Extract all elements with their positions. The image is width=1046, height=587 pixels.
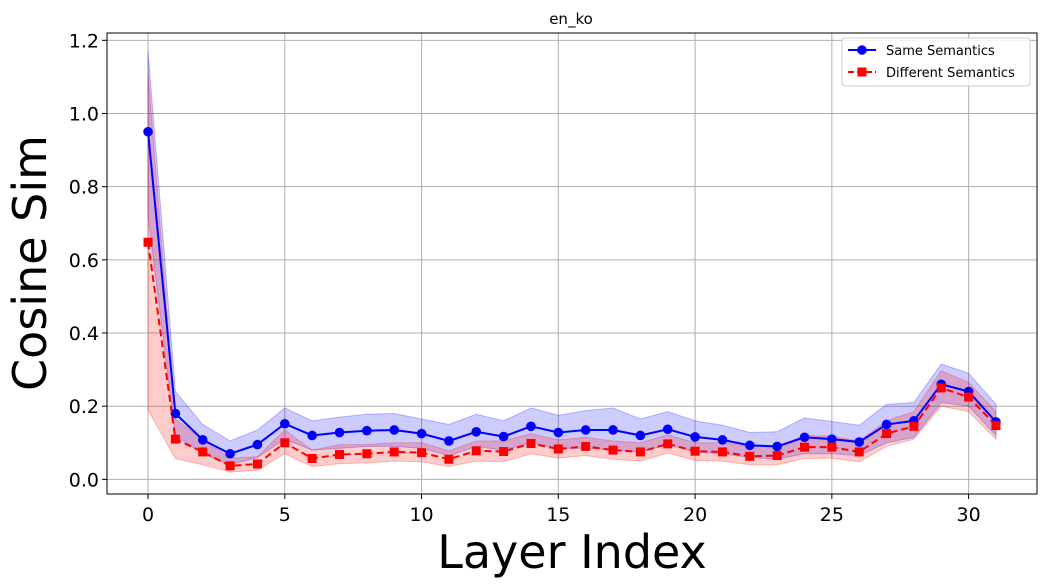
point-same-semantics bbox=[881, 419, 892, 430]
point-different-semantics bbox=[417, 448, 427, 458]
error-bands bbox=[147, 51, 997, 473]
y-tick-label: 0.2 bbox=[69, 396, 99, 418]
x-axis-title: Layer Index bbox=[437, 525, 707, 579]
x-tick-label: 20 bbox=[683, 504, 707, 526]
point-same-semantics bbox=[252, 439, 263, 450]
point-same-semantics bbox=[444, 436, 454, 446]
point-same-semantics bbox=[334, 427, 345, 438]
point-different-semantics bbox=[553, 444, 563, 454]
y-axis-title: Cosine Sim bbox=[3, 135, 57, 391]
point-different-semantics bbox=[690, 446, 700, 456]
chart-title: en_ko bbox=[549, 10, 593, 29]
x-tick-label: 25 bbox=[820, 504, 844, 526]
point-same-semantics bbox=[827, 434, 837, 444]
series-lines bbox=[143, 126, 1001, 471]
axis-ticks: 0 5 10 15 20 25 30 0.0 0.2 0.4 0.6 0.8 1.0 1.2 bbox=[69, 30, 981, 526]
point-same-semantics bbox=[526, 421, 536, 432]
point-different-semantics bbox=[499, 447, 509, 457]
point-same-semantics bbox=[744, 440, 755, 451]
point-different-semantics bbox=[389, 447, 399, 457]
point-different-semantics bbox=[143, 237, 153, 247]
legend-marker-same-semantics bbox=[857, 45, 867, 55]
point-different-semantics bbox=[526, 439, 536, 449]
point-same-semantics bbox=[553, 427, 564, 438]
point-same-semantics bbox=[580, 425, 591, 435]
point-same-semantics bbox=[170, 408, 181, 419]
x-tick-label: 10 bbox=[409, 504, 433, 526]
point-same-semantics bbox=[690, 432, 700, 442]
y-tick-label: 0.0 bbox=[69, 469, 99, 491]
legend-label-different-semantics: Different Semantics bbox=[886, 66, 1015, 81]
point-different-semantics bbox=[745, 451, 755, 461]
point-different-semantics bbox=[800, 442, 809, 452]
point-different-semantics bbox=[170, 434, 180, 444]
point-different-semantics bbox=[198, 447, 208, 457]
point-different-semantics bbox=[635, 447, 645, 457]
point-same-semantics bbox=[307, 430, 317, 441]
point-different-semantics bbox=[362, 449, 372, 459]
x-tick-label: 0 bbox=[142, 504, 154, 526]
y-tick-label: 1.2 bbox=[69, 30, 99, 52]
point-same-semantics bbox=[608, 425, 618, 435]
point-same-semantics bbox=[362, 425, 372, 436]
point-different-semantics bbox=[882, 429, 892, 439]
series-line-same-semantics bbox=[147, 131, 997, 455]
legend: Same Semantics Different Semantics bbox=[841, 37, 1031, 87]
x-tick-label: 15 bbox=[546, 504, 570, 526]
y-tick-label: 0.8 bbox=[69, 177, 99, 199]
y-tick-label: 1.0 bbox=[69, 103, 99, 125]
point-different-semantics bbox=[854, 447, 864, 457]
legend-box bbox=[841, 37, 1031, 87]
point-different-semantics bbox=[991, 421, 1001, 431]
point-same-semantics bbox=[225, 448, 235, 459]
point-same-semantics bbox=[662, 424, 673, 435]
point-different-semantics bbox=[444, 454, 454, 464]
point-different-semantics bbox=[964, 392, 974, 402]
point-same-semantics bbox=[471, 427, 482, 437]
point-same-semantics bbox=[416, 428, 427, 439]
series-line-different-semantics bbox=[147, 242, 997, 467]
point-different-semantics bbox=[335, 449, 344, 459]
point-different-semantics bbox=[471, 446, 481, 456]
legend-marker-different-semantics bbox=[857, 67, 867, 77]
point-different-semantics bbox=[827, 442, 837, 452]
point-different-semantics bbox=[663, 439, 673, 449]
point-different-semantics bbox=[608, 445, 618, 455]
point-different-semantics bbox=[252, 459, 262, 469]
point-same-semantics bbox=[635, 430, 646, 441]
point-same-semantics bbox=[772, 441, 782, 452]
point-different-semantics bbox=[581, 441, 591, 451]
y-tick-label: 0.6 bbox=[69, 250, 99, 272]
point-same-semantics bbox=[799, 432, 810, 443]
point-different-semantics bbox=[717, 447, 727, 457]
point-same-semantics bbox=[279, 418, 290, 429]
point-same-semantics bbox=[143, 126, 153, 137]
y-tick-label: 0.4 bbox=[69, 323, 99, 345]
point-same-semantics bbox=[498, 431, 509, 442]
point-same-semantics bbox=[389, 425, 400, 435]
point-different-semantics bbox=[936, 383, 946, 393]
point-different-semantics bbox=[909, 421, 919, 431]
plot-frame bbox=[106, 32, 1038, 495]
point-different-semantics bbox=[307, 454, 317, 464]
point-different-semantics bbox=[280, 438, 290, 448]
error-band-different bbox=[147, 73, 997, 473]
x-tick-label: 30 bbox=[957, 504, 981, 526]
point-same-semantics bbox=[197, 435, 208, 445]
point-same-semantics bbox=[854, 437, 865, 447]
point-same-semantics bbox=[717, 435, 728, 445]
point-different-semantics bbox=[225, 461, 235, 471]
x-tick-label: 5 bbox=[279, 504, 291, 526]
point-different-semantics bbox=[772, 451, 782, 461]
legend-label-same-semantics: Same Semantics bbox=[886, 44, 995, 59]
